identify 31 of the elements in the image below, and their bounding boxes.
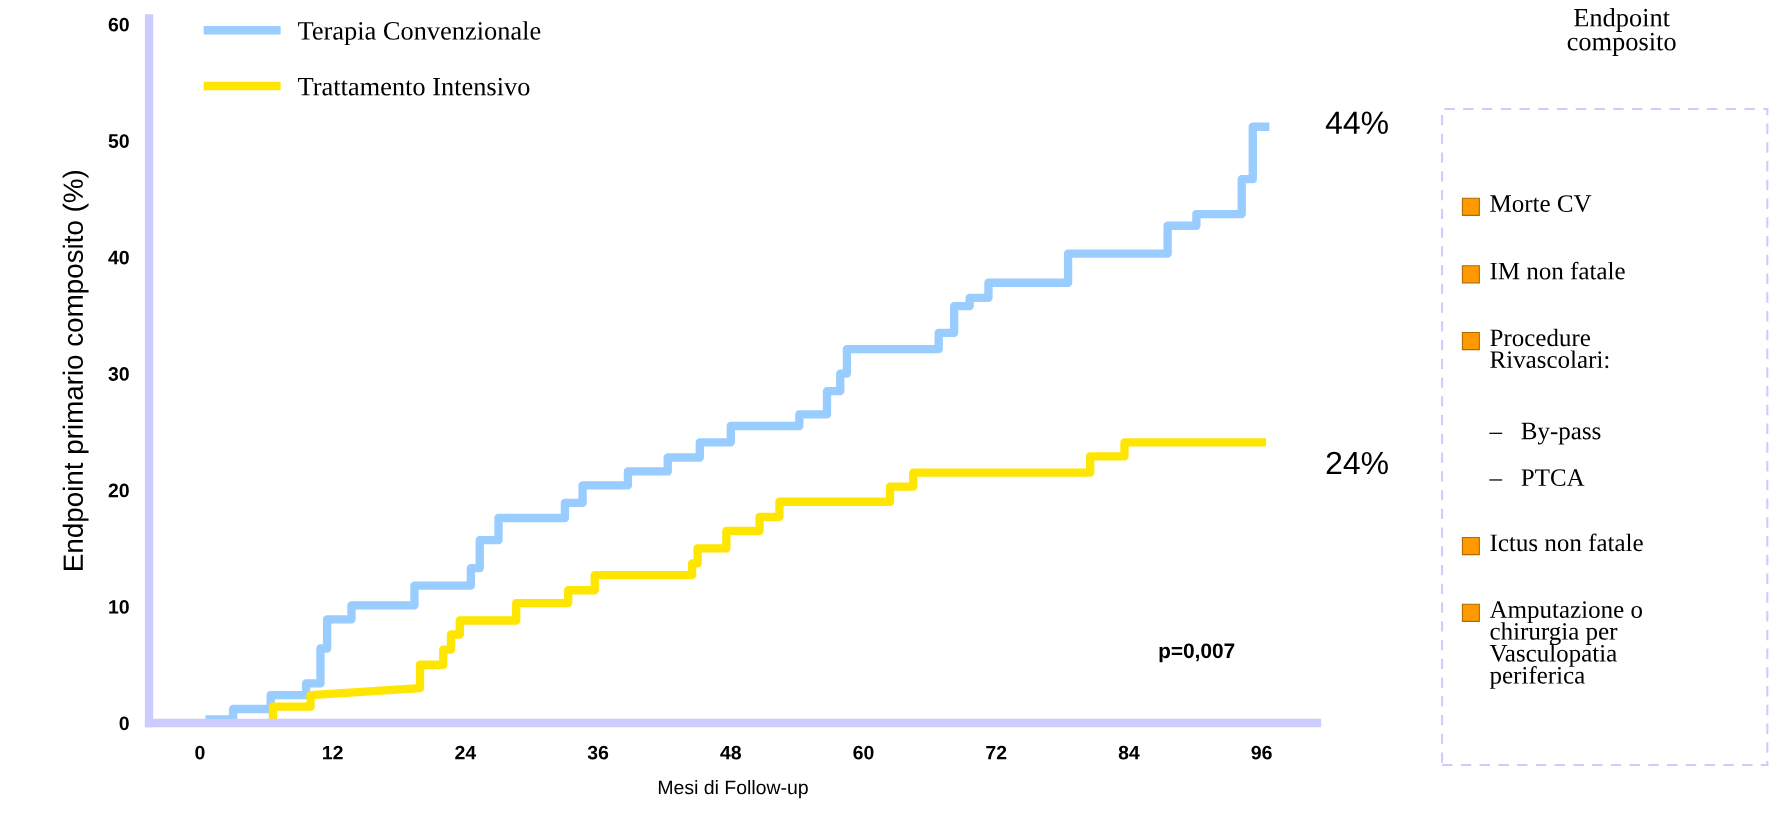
y-tick-label: 30 (108, 367, 129, 381)
x-tick-label: 72 (986, 745, 1007, 760)
y-axis-title: Endpoint primario composito (%) (62, 170, 89, 570)
y-tick-label: 50 (108, 134, 129, 148)
y-tick-label: 40 (108, 250, 129, 265)
x-tick-label: 60 (853, 745, 874, 760)
legend-label: Terapia Convenzionale (298, 21, 541, 46)
x-tick-label: 12 (323, 745, 343, 760)
text: Amputazione o chirurgia per Vasculopatia periferica (1489, 601, 1642, 689)
text: – PTCA (1489, 469, 1585, 487)
x-tick-label: 0 (195, 745, 205, 760)
annotation: p=0,007 (1159, 643, 1235, 663)
y-tick-label: 60 (108, 17, 129, 32)
x-tick-label: 36 (587, 745, 609, 760)
legend-label: Trattamento Intensivo (298, 77, 530, 96)
y-tick-label: 0 (119, 716, 129, 731)
text: Ictus non fatale (1490, 533, 1643, 552)
y-tick-label: 10 (109, 600, 129, 614)
x-tick-label: 96 (1251, 745, 1272, 760)
text: IM non fatale (1490, 261, 1625, 280)
text: 44% (1325, 111, 1388, 134)
x-tick-label: 48 (720, 745, 741, 760)
text: Endpoint composito (1567, 8, 1676, 56)
x-tick-label: 84 (1118, 745, 1140, 760)
text: Procedure Rivascolari: (1490, 328, 1609, 369)
text: 24% (1326, 451, 1388, 475)
text: – By-pass (1489, 422, 1601, 445)
y-tick-label: 20 (108, 483, 129, 498)
text: Morte CV (1490, 195, 1592, 213)
x-tick-label: 24 (455, 745, 477, 760)
x-axis-title: Mesi di Follow-up (658, 780, 808, 799)
